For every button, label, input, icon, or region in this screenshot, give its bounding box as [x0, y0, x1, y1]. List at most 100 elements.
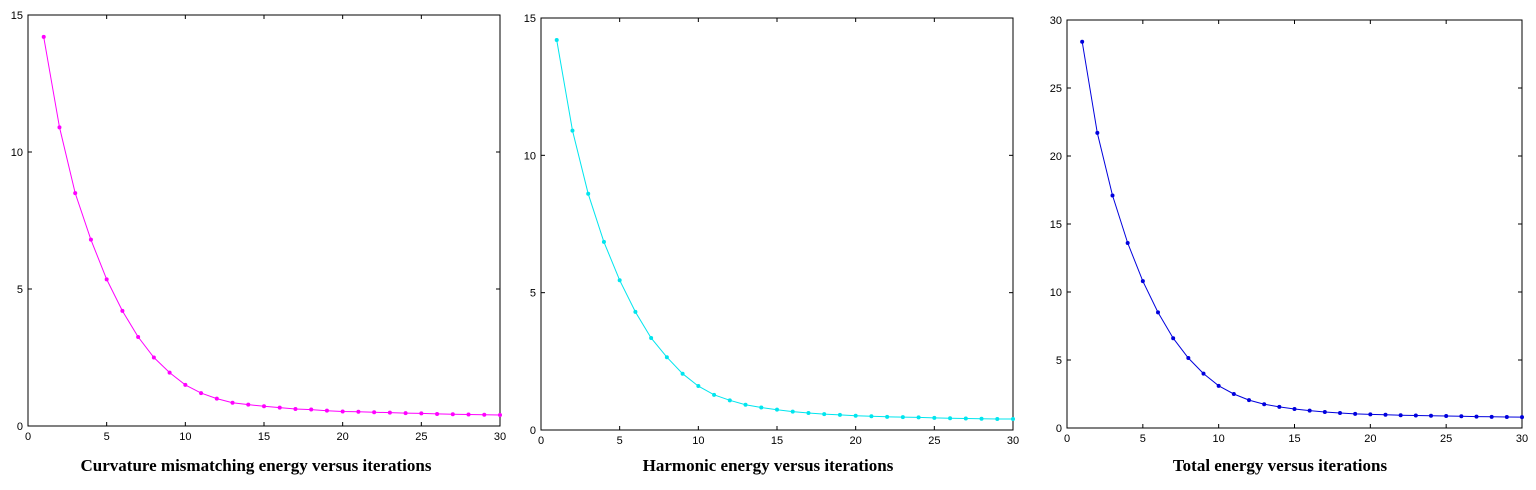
data-point [340, 409, 345, 414]
y-tick-label: 20 [1050, 151, 1062, 163]
x-tick-label: 15 [258, 431, 270, 443]
data-point [262, 404, 266, 409]
chart-curvature-svg: 0 5 10 15 20 25 30 0 5 10 15 [11, 10, 506, 443]
data-point [73, 191, 78, 196]
data-point [853, 413, 858, 418]
x-tick-label: 0 [25, 431, 31, 443]
y-tick-label: 0 [1056, 423, 1062, 435]
data-point [230, 400, 235, 405]
data-point [885, 414, 890, 419]
data-point [633, 309, 638, 314]
y-tick-label: 30 [1050, 15, 1062, 27]
axes-box [1066, 19, 1523, 429]
series-line [1081, 41, 1523, 418]
data-point [293, 407, 298, 412]
data-point [435, 411, 440, 416]
x-tick-label: 25 [928, 435, 940, 447]
x-tick-label: 30 [1007, 435, 1019, 447]
x-tick-label: 20 [1364, 433, 1376, 445]
x-tick-label: 5 [104, 431, 110, 443]
data-point [649, 335, 654, 340]
x-tick-label: 15 [771, 435, 783, 447]
data-point [1504, 414, 1509, 419]
x-tick-label: 30 [494, 431, 506, 443]
data-point [932, 415, 937, 420]
data-point [1095, 130, 1100, 135]
data-point [979, 416, 984, 421]
data-point [759, 405, 764, 410]
chart-harmonic: 0 5 10 15 20 25 30 0 5 10 15 Harmonic energy versu… [512, 0, 1024, 490]
chart-title: Harmonic energy versus iterations [642, 456, 894, 475]
x-tick-label: 0 [538, 435, 544, 447]
data-point [570, 128, 575, 133]
data-point [41, 34, 46, 39]
y-tick-label: 10 [11, 147, 23, 159]
x-tick-label: 25 [415, 431, 427, 443]
data-point [1125, 241, 1130, 246]
data-point [1444, 414, 1449, 419]
data-point [1171, 336, 1176, 341]
y-tick-label: 10 [1050, 287, 1062, 299]
chart-curvature: 0 5 10 15 20 25 30 0 5 10 15 Curvature mismatching… [0, 0, 512, 490]
chart-total: 0 5 10 15 20 25 30 0 5 10 15 20 25 30 Total energy ve… [1024, 0, 1536, 490]
data-point [88, 237, 93, 242]
data-point [900, 415, 905, 420]
data-point [775, 407, 779, 412]
y-tick-label: 5 [17, 284, 23, 296]
series-line [43, 36, 501, 416]
data-point [199, 391, 204, 396]
chart-title: Total energy versus iterations [1172, 456, 1388, 475]
data-point [214, 396, 219, 401]
data-point [387, 410, 392, 415]
data-point [1474, 414, 1479, 419]
data-point [743, 402, 748, 407]
data-point [1080, 39, 1085, 44]
data-point [466, 412, 471, 417]
data-point [1398, 413, 1403, 418]
y-tick-label: 15 [11, 10, 23, 22]
chart-title: Curvature mismatching energy versus iter… [80, 456, 432, 475]
data-point [1201, 371, 1206, 376]
data-point [1140, 279, 1145, 284]
y-tick-label: 10 [524, 150, 536, 162]
data-point [1368, 412, 1373, 417]
data-point [1520, 415, 1524, 420]
chart-total-svg: 0 5 10 15 20 25 30 0 5 10 15 20 25 30 [1050, 15, 1528, 445]
data-point [790, 409, 795, 414]
data-point [822, 412, 827, 417]
data-point [183, 382, 188, 387]
x-tick-label: 15 [1288, 433, 1300, 445]
data-point [1307, 408, 1312, 413]
data-point [309, 407, 314, 412]
data-point [837, 412, 842, 417]
x-tick-label: 10 [179, 431, 191, 443]
data-point [554, 37, 559, 42]
data-point [1231, 392, 1236, 396]
data-point [1383, 412, 1388, 417]
data-point [680, 371, 685, 376]
data-point [995, 417, 1000, 422]
x-tick-label: 5 [1140, 433, 1146, 445]
data-point [136, 334, 141, 339]
x-tick-label: 10 [1213, 433, 1225, 445]
data-point [963, 416, 968, 421]
data-point [601, 239, 606, 244]
data-point [498, 413, 502, 418]
data-point [916, 415, 921, 420]
y-tick-label: 5 [1056, 355, 1062, 367]
data-point [617, 278, 622, 283]
x-tick-label: 25 [1440, 433, 1452, 445]
x-tick-label: 0 [1064, 433, 1070, 445]
data-point [1489, 414, 1494, 419]
data-point [324, 408, 329, 413]
data-point [1292, 406, 1297, 411]
data-point [806, 410, 811, 415]
data-point [372, 410, 377, 415]
y-tick-label: 25 [1050, 83, 1062, 95]
data-point [151, 355, 156, 360]
data-point [1338, 411, 1342, 416]
data-point [1156, 310, 1160, 315]
data-point [1413, 413, 1418, 418]
x-tick-label: 10 [692, 435, 704, 447]
data-point [1247, 398, 1251, 403]
